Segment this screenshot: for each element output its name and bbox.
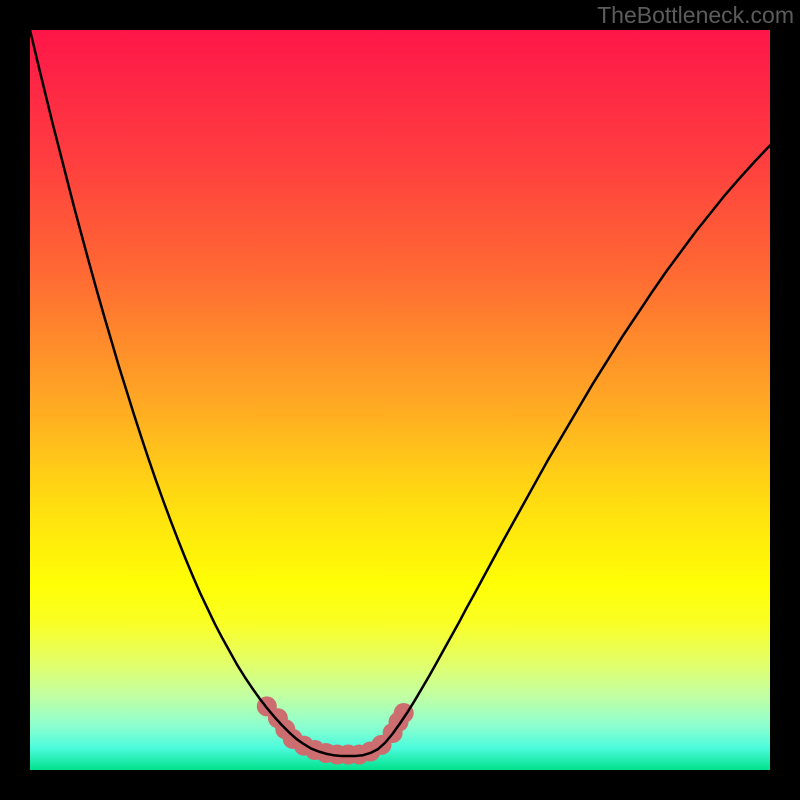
border	[0, 0, 800, 30]
border	[770, 0, 800, 800]
gradient-background	[30, 30, 770, 770]
chart-container: TheBottleneck.com	[0, 0, 800, 800]
border	[0, 0, 30, 800]
border	[0, 770, 800, 800]
bottleneck-curve-chart	[0, 0, 800, 800]
